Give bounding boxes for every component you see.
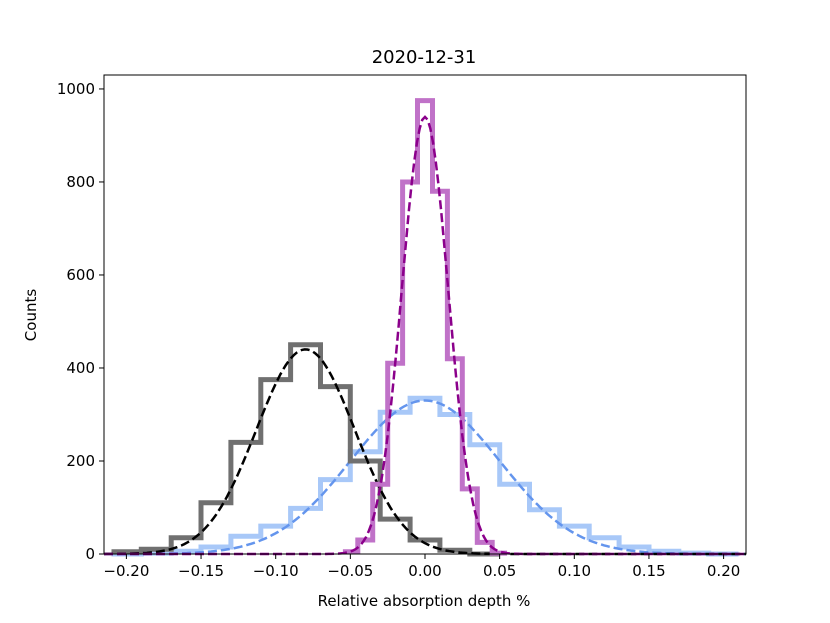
fit-curve-0 xyxy=(104,399,746,556)
y-tick-label: 1000 xyxy=(57,80,95,98)
x-tick-label: 0.15 xyxy=(632,562,665,580)
histogram-series-1 xyxy=(111,342,500,557)
x-tick-label: −0.15 xyxy=(178,562,224,580)
x-tick-label: 0.00 xyxy=(408,562,441,580)
x-tick-label: −0.20 xyxy=(103,562,149,580)
x-tick-label: −0.05 xyxy=(327,562,373,580)
histogram-series-2 xyxy=(342,98,508,556)
y-tick-label: 200 xyxy=(66,452,95,470)
plot-area xyxy=(103,98,746,557)
x-tick-label: −0.10 xyxy=(253,562,299,580)
y-axis-title: Counts xyxy=(22,289,40,342)
y-tick-label: 400 xyxy=(66,359,95,377)
y-tick-label: 800 xyxy=(66,173,95,191)
x-tick-label: 0.10 xyxy=(558,562,591,580)
fit-curve-2 xyxy=(104,115,746,556)
fit-curve-1 xyxy=(103,348,746,556)
plot-frame xyxy=(103,74,747,555)
x-axis-title: Relative absorption depth % xyxy=(318,592,531,610)
x-tick-label: 0.20 xyxy=(707,562,740,580)
x-tick-label: 0.05 xyxy=(483,562,516,580)
axes: −0.20 −0.15 −0.10 −0.05 0.00 0.05 0.10 0.15 0.20… xyxy=(57,80,740,580)
y-tick-label: 0 xyxy=(85,545,95,563)
y-tick-label: 600 xyxy=(66,266,95,284)
histogram-series-0 xyxy=(111,395,739,557)
chart-title: 2020-12-31 xyxy=(372,47,477,68)
